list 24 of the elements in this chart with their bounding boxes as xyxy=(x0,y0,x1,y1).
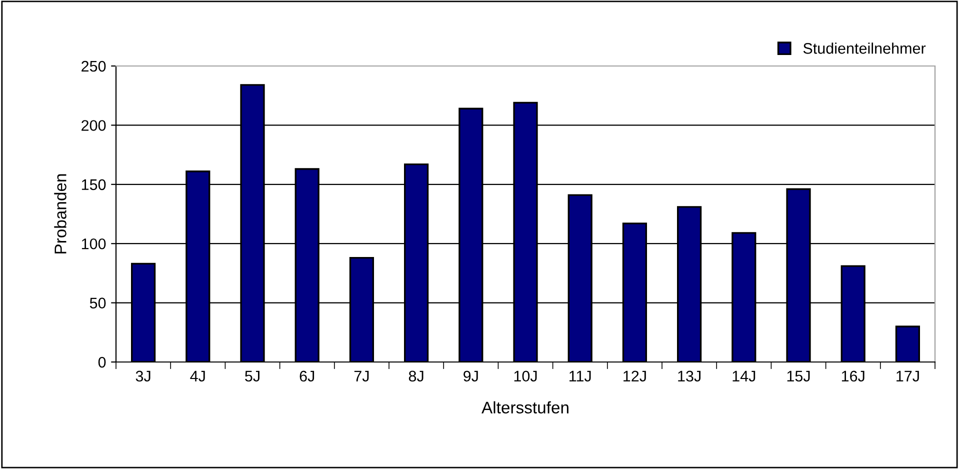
legend-label: Studienteilnehmer xyxy=(803,42,926,54)
y-axis-title: Probanden xyxy=(54,174,66,254)
x-tick-label: 17J xyxy=(896,370,919,382)
y-tick-label: 250 xyxy=(82,60,106,72)
x-tick-label: 5J xyxy=(245,370,260,382)
y-tick-label: 200 xyxy=(82,120,106,131)
x-axis-title: Altersstufen xyxy=(482,401,568,414)
x-tick-label: 3J xyxy=(136,370,150,382)
y-tick-label: 0 xyxy=(98,356,106,368)
x-tick-label: 8J xyxy=(408,370,424,382)
x-tick-label: 6J xyxy=(300,370,314,382)
x-tick-label: 4J xyxy=(190,370,205,382)
x-tick-label: 7J xyxy=(354,370,369,382)
x-tick-label: 13J xyxy=(678,370,700,382)
x-tick-label: 14J xyxy=(732,370,756,382)
x-tick-label: 10J xyxy=(514,370,537,382)
x-tick-label: 16J xyxy=(842,370,864,382)
y-tick-label: 150 xyxy=(82,179,106,190)
y-tick-label: 100 xyxy=(82,238,106,250)
x-tick-label: 12J xyxy=(624,370,646,382)
x-tick-label: 9J xyxy=(464,370,478,382)
y-tick-label: 50 xyxy=(90,298,106,308)
x-tick-label: 11J xyxy=(570,370,591,382)
x-tick-label: 15J xyxy=(787,370,810,382)
